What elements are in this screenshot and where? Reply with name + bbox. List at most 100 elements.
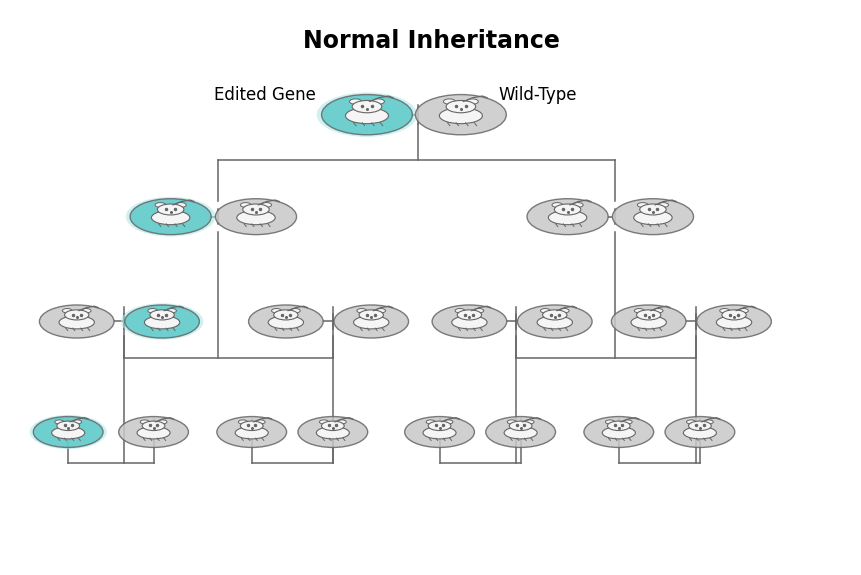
- Ellipse shape: [636, 202, 647, 208]
- Ellipse shape: [321, 421, 344, 431]
- Ellipse shape: [572, 202, 583, 208]
- Ellipse shape: [125, 305, 199, 338]
- Ellipse shape: [685, 420, 695, 424]
- Ellipse shape: [506, 420, 516, 424]
- Ellipse shape: [268, 316, 303, 329]
- Ellipse shape: [372, 99, 384, 104]
- Ellipse shape: [248, 305, 323, 338]
- Ellipse shape: [145, 316, 180, 329]
- Ellipse shape: [423, 427, 455, 439]
- Ellipse shape: [664, 416, 734, 447]
- Ellipse shape: [155, 202, 165, 208]
- Ellipse shape: [375, 309, 385, 313]
- Ellipse shape: [639, 204, 666, 215]
- Ellipse shape: [602, 427, 635, 439]
- Ellipse shape: [439, 108, 482, 124]
- Ellipse shape: [524, 420, 534, 424]
- Ellipse shape: [217, 416, 286, 447]
- Ellipse shape: [65, 310, 89, 320]
- Ellipse shape: [290, 309, 300, 313]
- Ellipse shape: [630, 316, 666, 329]
- Ellipse shape: [583, 416, 653, 447]
- Ellipse shape: [261, 202, 271, 208]
- Ellipse shape: [633, 210, 672, 225]
- Ellipse shape: [121, 303, 203, 340]
- Ellipse shape: [256, 420, 265, 424]
- Ellipse shape: [542, 310, 567, 320]
- Ellipse shape: [623, 420, 631, 424]
- Ellipse shape: [62, 309, 72, 313]
- Ellipse shape: [349, 99, 361, 104]
- Ellipse shape: [428, 421, 450, 431]
- Ellipse shape: [721, 310, 746, 320]
- Ellipse shape: [554, 204, 580, 215]
- Ellipse shape: [657, 202, 668, 208]
- Text: Wild-Type: Wild-Type: [498, 86, 576, 104]
- Ellipse shape: [431, 305, 506, 338]
- Ellipse shape: [240, 421, 263, 431]
- Ellipse shape: [316, 93, 417, 137]
- Ellipse shape: [321, 94, 412, 135]
- Ellipse shape: [152, 210, 189, 225]
- Ellipse shape: [604, 420, 614, 424]
- Ellipse shape: [634, 309, 643, 313]
- Text: Normal Inheritance: Normal Inheritance: [302, 29, 559, 53]
- Ellipse shape: [243, 204, 269, 215]
- Ellipse shape: [607, 421, 629, 431]
- Ellipse shape: [451, 316, 486, 329]
- Ellipse shape: [635, 310, 660, 320]
- Ellipse shape: [415, 94, 505, 135]
- Ellipse shape: [715, 316, 751, 329]
- Ellipse shape: [536, 316, 572, 329]
- Ellipse shape: [683, 427, 715, 439]
- Ellipse shape: [40, 305, 114, 338]
- Ellipse shape: [466, 99, 478, 104]
- Ellipse shape: [517, 305, 592, 338]
- Ellipse shape: [559, 309, 568, 313]
- Ellipse shape: [142, 421, 164, 431]
- Ellipse shape: [551, 202, 562, 208]
- Ellipse shape: [29, 415, 107, 449]
- Ellipse shape: [52, 427, 84, 439]
- Ellipse shape: [548, 210, 586, 225]
- Ellipse shape: [455, 309, 464, 313]
- Ellipse shape: [166, 309, 177, 313]
- Ellipse shape: [509, 421, 531, 431]
- Ellipse shape: [126, 197, 215, 236]
- Ellipse shape: [611, 199, 693, 235]
- Ellipse shape: [271, 309, 281, 313]
- Ellipse shape: [738, 309, 747, 313]
- Ellipse shape: [345, 108, 388, 124]
- Ellipse shape: [404, 416, 474, 447]
- Ellipse shape: [55, 420, 64, 424]
- Ellipse shape: [81, 309, 91, 313]
- Ellipse shape: [703, 420, 712, 424]
- Ellipse shape: [333, 305, 408, 338]
- Ellipse shape: [353, 316, 388, 329]
- Ellipse shape: [235, 427, 268, 439]
- Ellipse shape: [137, 427, 170, 439]
- Ellipse shape: [688, 421, 710, 431]
- Ellipse shape: [456, 310, 481, 320]
- Ellipse shape: [240, 202, 251, 208]
- Ellipse shape: [158, 204, 183, 215]
- Ellipse shape: [215, 199, 296, 235]
- Ellipse shape: [147, 309, 158, 313]
- Ellipse shape: [34, 416, 103, 447]
- Ellipse shape: [526, 199, 607, 235]
- Ellipse shape: [337, 420, 346, 424]
- Ellipse shape: [316, 427, 349, 439]
- Ellipse shape: [610, 305, 685, 338]
- Ellipse shape: [319, 420, 328, 424]
- Ellipse shape: [653, 309, 662, 313]
- Ellipse shape: [443, 420, 452, 424]
- Text: Edited Gene: Edited Gene: [214, 86, 315, 104]
- Ellipse shape: [540, 309, 549, 313]
- Ellipse shape: [57, 421, 79, 431]
- Ellipse shape: [238, 420, 247, 424]
- Ellipse shape: [445, 101, 475, 113]
- Ellipse shape: [59, 316, 95, 329]
- Ellipse shape: [130, 199, 211, 235]
- Ellipse shape: [274, 310, 298, 320]
- Ellipse shape: [298, 416, 368, 447]
